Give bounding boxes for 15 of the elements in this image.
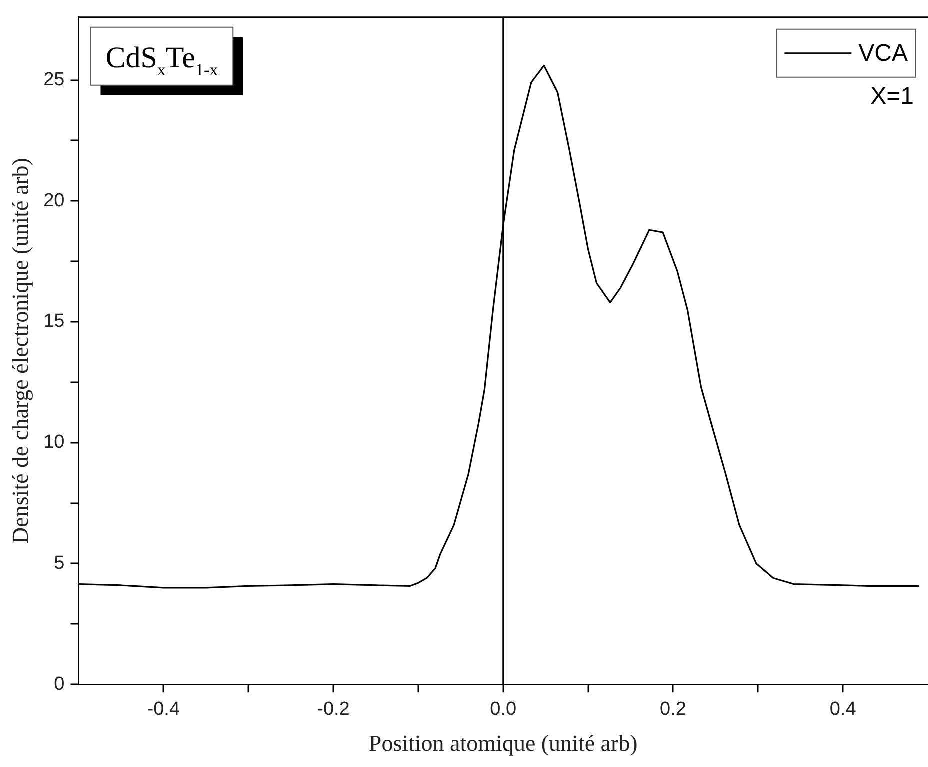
y-tick-label: 5 (54, 552, 65, 574)
y-tick-label: 20 (44, 190, 65, 212)
y-tick-label: 25 (44, 69, 65, 90)
x-tick-label: 0.4 (830, 699, 857, 720)
x-tick-label: 0.0 (490, 699, 517, 720)
y-tick-label: 10 (44, 432, 65, 454)
y-tick-label: 0 (54, 674, 65, 695)
y-axis-title: Densité de charge électronique (unité arb) (8, 158, 33, 544)
y-tick-label: 15 (44, 311, 65, 332)
legend-label: VCA (858, 40, 908, 68)
x-tick-label: -0.2 (317, 699, 350, 720)
x-tick-label: -0.4 (147, 699, 180, 720)
x-tick-label: 0.2 (660, 699, 686, 720)
x-axis-title: Position atomique (unité arb) (368, 731, 638, 756)
annotation: X=1 (870, 83, 914, 110)
